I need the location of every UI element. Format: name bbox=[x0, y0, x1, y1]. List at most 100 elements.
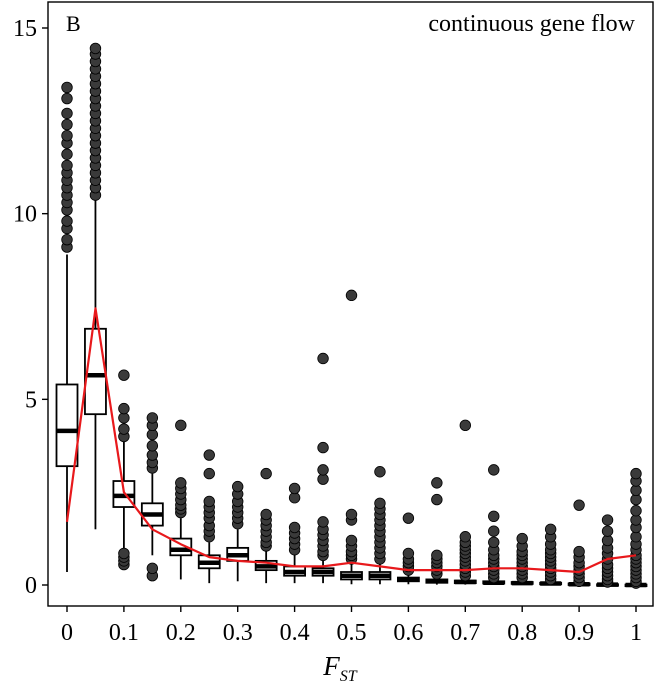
outlier-point bbox=[61, 81, 73, 94]
outlier-point bbox=[374, 466, 386, 478]
outlier-point bbox=[317, 441, 329, 454]
outlier-point bbox=[146, 562, 159, 574]
trend-line bbox=[65, 307, 637, 574]
box-group bbox=[197, 449, 221, 584]
outlier-point bbox=[61, 129, 73, 142]
box-group bbox=[396, 512, 420, 585]
outlier-point bbox=[431, 477, 443, 489]
outlier-point bbox=[260, 508, 272, 521]
box-group bbox=[539, 523, 563, 586]
x-axis: 0 0.1 0.2 0.3 0.4 0.5 0.6 0.7 0.8 0.9 1 bbox=[61, 606, 642, 646]
outlier-point bbox=[260, 467, 272, 480]
outlier-point bbox=[61, 118, 73, 131]
outlier-point bbox=[374, 497, 386, 510]
x-axis-label: FST bbox=[322, 651, 358, 685]
box-group bbox=[169, 419, 193, 580]
outlier-point bbox=[146, 440, 159, 452]
x-tick-label: 0.5 bbox=[337, 620, 367, 646]
outlier-point bbox=[573, 499, 585, 511]
outlier-point bbox=[488, 464, 500, 476]
outlier-point bbox=[630, 505, 642, 517]
outlier-point bbox=[118, 547, 130, 560]
box-group bbox=[311, 352, 335, 584]
outlier-point bbox=[203, 495, 215, 508]
outlier-point bbox=[345, 289, 358, 302]
box-group bbox=[510, 532, 534, 586]
boxes-layer bbox=[55, 42, 648, 589]
outlier-point bbox=[61, 215, 73, 227]
box-group bbox=[567, 499, 591, 587]
outlier-point bbox=[317, 516, 329, 528]
box-group bbox=[482, 464, 506, 586]
outlier-point bbox=[288, 521, 301, 534]
x-axis-label-main: F bbox=[322, 651, 340, 681]
box-group bbox=[340, 289, 363, 585]
outlier-point bbox=[601, 525, 614, 537]
x-tick-label: 0.9 bbox=[564, 620, 594, 646]
outlier-point bbox=[61, 233, 73, 246]
outlier-point bbox=[516, 532, 528, 545]
outlier-point bbox=[288, 482, 301, 495]
trend-layer bbox=[65, 307, 637, 574]
box-group bbox=[453, 419, 477, 585]
outlier-point bbox=[630, 467, 642, 480]
box-group bbox=[254, 467, 278, 584]
outlier-point bbox=[431, 549, 443, 561]
box-group bbox=[140, 412, 164, 582]
outlier-point bbox=[317, 352, 329, 365]
outlier-point bbox=[459, 531, 472, 543]
box-group bbox=[84, 42, 107, 530]
y-tick-label: 15 bbox=[13, 16, 37, 42]
outlier-point bbox=[573, 545, 585, 558]
box-group bbox=[368, 466, 392, 585]
outlier-point bbox=[61, 148, 73, 160]
box-group bbox=[55, 81, 79, 573]
outlier-point bbox=[488, 536, 500, 548]
chart-title: continuous gene flow bbox=[428, 11, 635, 37]
outlier-point bbox=[231, 480, 244, 493]
x-tick-label: 0.3 bbox=[223, 620, 253, 646]
box bbox=[55, 383, 79, 468]
outlier-point bbox=[146, 412, 159, 424]
outlier-point bbox=[402, 512, 415, 524]
x-tick-label: 0.7 bbox=[450, 620, 480, 646]
outlier-point bbox=[345, 508, 358, 521]
outlier-point bbox=[118, 369, 130, 381]
box-group bbox=[425, 477, 449, 585]
outlier-point bbox=[175, 419, 187, 432]
outlier-point bbox=[61, 92, 73, 105]
outlier-point bbox=[345, 534, 358, 547]
outlier-point bbox=[317, 464, 329, 476]
outlier-point bbox=[488, 510, 500, 523]
box-group bbox=[112, 369, 136, 571]
outlier-point bbox=[118, 402, 130, 415]
box-group bbox=[283, 482, 307, 584]
panel-label: B bbox=[66, 11, 81, 36]
outlier-point bbox=[601, 514, 614, 526]
outlier-point bbox=[431, 493, 443, 506]
outlier-point bbox=[175, 477, 187, 489]
y-tick-label: 0 bbox=[25, 573, 37, 599]
plot-frame bbox=[47, 1, 654, 607]
outlier-point bbox=[488, 525, 500, 537]
box-group bbox=[226, 480, 250, 582]
x-tick-label: 0.4 bbox=[280, 620, 310, 646]
outlier-point bbox=[89, 42, 102, 55]
outlier-point bbox=[61, 107, 73, 120]
outlier-point bbox=[544, 523, 557, 536]
outlier-point bbox=[203, 467, 215, 480]
y-axis: 0 5 10 15 bbox=[13, 16, 48, 599]
outlier-point bbox=[203, 449, 215, 461]
x-tick-label: 0.1 bbox=[109, 620, 139, 646]
y-tick-label: 10 bbox=[13, 202, 37, 228]
x-tick-label: 1 bbox=[630, 620, 642, 646]
outlier-point bbox=[118, 423, 130, 435]
x-tick-label: 0 bbox=[61, 620, 73, 646]
outlier-point bbox=[459, 419, 472, 432]
x-tick-label: 0.8 bbox=[507, 620, 537, 646]
x-axis-label-subscript: ST bbox=[340, 668, 358, 685]
outlier-point bbox=[402, 547, 415, 560]
box-group bbox=[624, 467, 648, 589]
x-tick-label: 0.2 bbox=[166, 620, 196, 646]
